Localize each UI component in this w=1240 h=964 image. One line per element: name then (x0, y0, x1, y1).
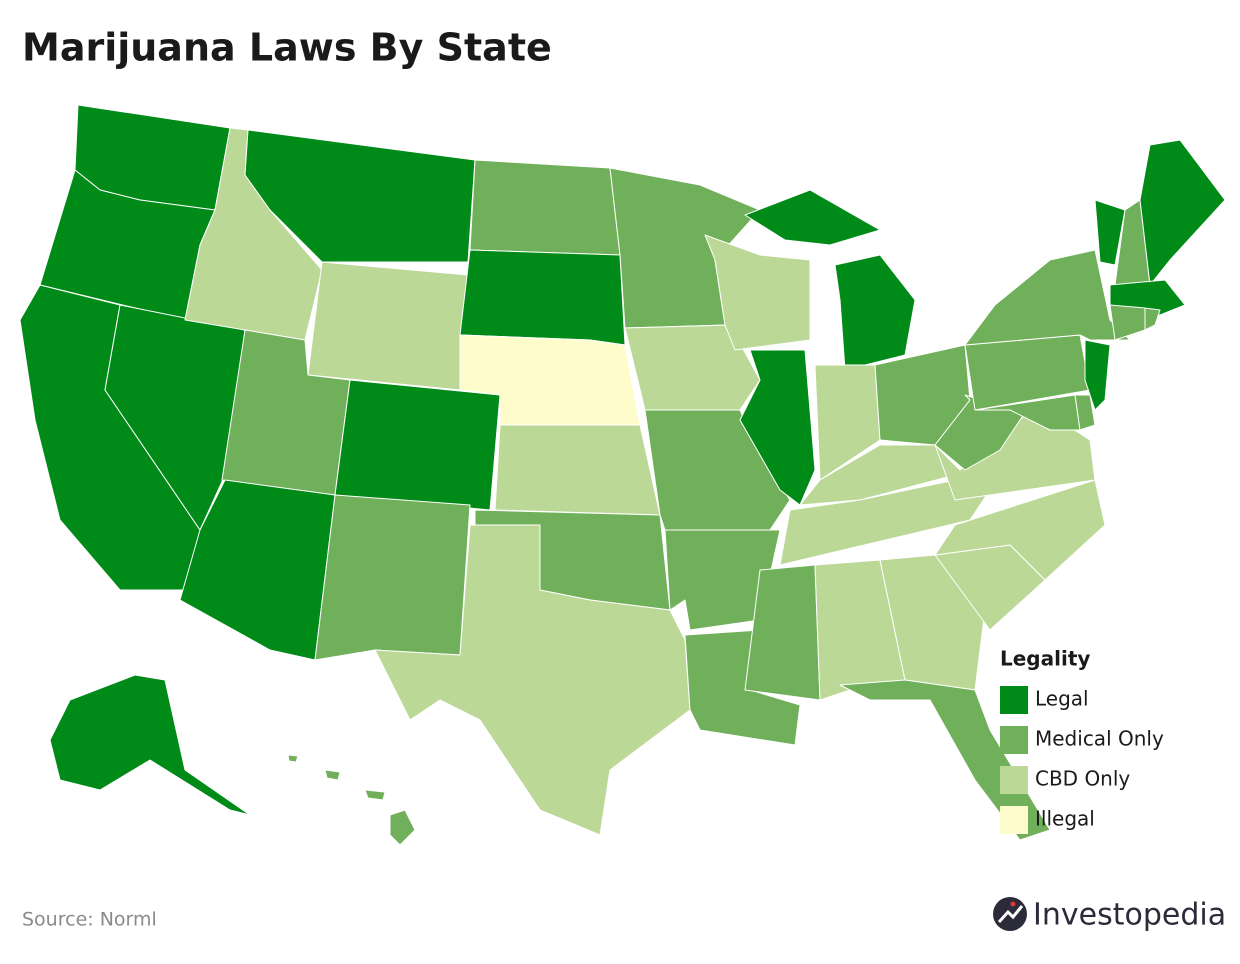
state (389, 809, 416, 846)
state (834, 254, 916, 371)
source: Source: Norml (22, 909, 157, 931)
state (879, 554, 986, 691)
title: Marijuana Laws By State (22, 26, 552, 70)
state (324, 769, 341, 781)
states (19, 104, 1226, 846)
state (287, 754, 299, 763)
legend-label: Legal (1035, 687, 1089, 711)
state (1084, 339, 1111, 411)
legend-swatch (1000, 726, 1028, 754)
legend-swatch (1000, 686, 1028, 714)
state (1144, 307, 1161, 331)
state (314, 494, 471, 661)
state (49, 674, 251, 816)
state (704, 234, 811, 351)
state (964, 249, 1131, 346)
state (744, 189, 881, 246)
legend-title: Legality (1000, 647, 1090, 671)
legend-label: Medical Only (1035, 727, 1164, 751)
state (334, 379, 501, 511)
legend-swatch (1000, 806, 1028, 834)
state (624, 324, 761, 411)
state (364, 789, 386, 801)
state (664, 529, 781, 631)
state (1074, 394, 1096, 431)
state (459, 249, 626, 346)
state (1094, 199, 1126, 266)
state (374, 524, 691, 836)
logo-dot (1010, 901, 1016, 907)
state (307, 261, 469, 391)
legend-swatch (1000, 766, 1028, 794)
state (839, 679, 1051, 841)
state (974, 394, 1081, 431)
legend-label: Illegal (1035, 807, 1095, 831)
logo-line (997, 905, 1024, 924)
brand-logo: Investopedia (993, 897, 1226, 933)
brand: Investopedia (1033, 898, 1226, 933)
legend-label: CBD Only (1035, 767, 1130, 791)
state (494, 424, 661, 516)
state (1109, 304, 1146, 341)
state (1139, 139, 1226, 286)
legend: Legality Legal Medical Only CBD Only Illega… (1000, 647, 1164, 834)
state (469, 159, 621, 256)
state (739, 349, 816, 506)
